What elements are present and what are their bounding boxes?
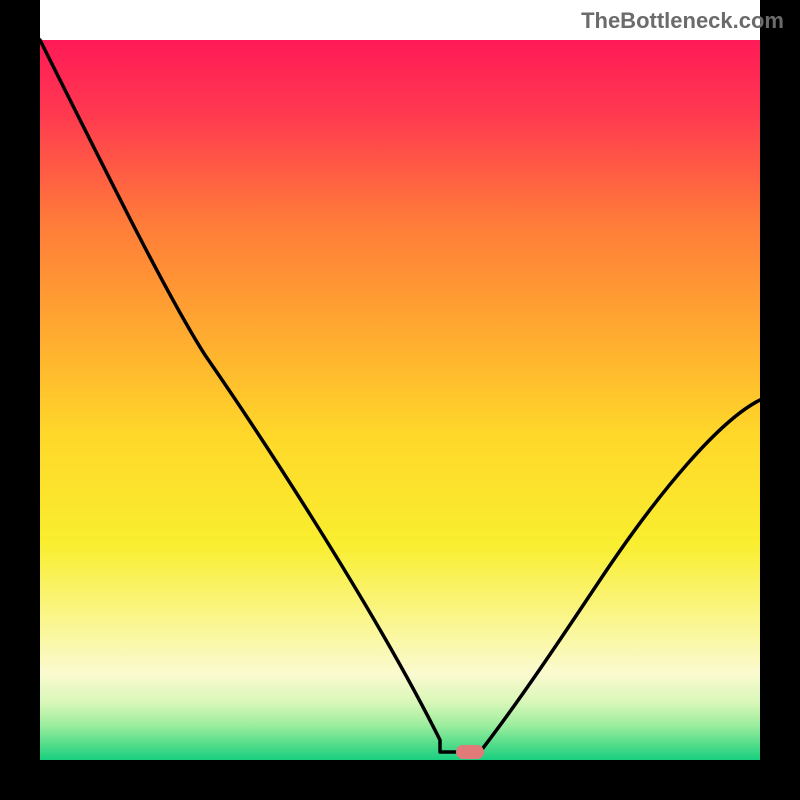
bottleneck-chart: TheBottleneck.com	[0, 0, 800, 800]
chart-background	[40, 40, 760, 760]
chart-frame-bottom	[0, 760, 800, 800]
chart-frame-right	[760, 0, 800, 800]
bottleneck-curve	[40, 40, 760, 752]
chart-frame-left	[0, 0, 40, 800]
optimal-point-marker	[456, 745, 484, 759]
attribution-text: TheBottleneck.com	[581, 8, 784, 34]
chart-svg	[0, 0, 800, 800]
